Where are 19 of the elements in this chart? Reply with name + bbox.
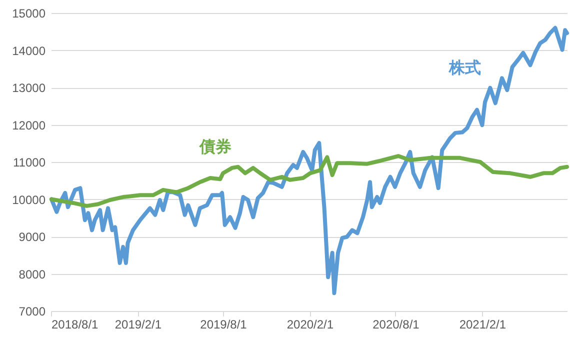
line-series <box>49 154 569 208</box>
line-series <box>49 26 569 296</box>
y-tick-label: 7000 <box>18 304 46 318</box>
series-label: 債券 <box>198 138 232 156</box>
y-tick-label: 8000 <box>18 267 46 282</box>
y-tick-label: 13000 <box>12 81 46 95</box>
x-tick-label: 2020/2/1 <box>286 318 334 332</box>
y-tick-label: 11000 <box>13 156 46 170</box>
x-tick-label: 2019/2/1 <box>114 318 162 332</box>
x-tick-label: 2019/8/1 <box>200 318 248 332</box>
series-label: 株式 <box>448 59 482 78</box>
y-tick-label: 15000 <box>12 6 46 20</box>
x-tick-label: 2018/8/1 <box>52 318 99 332</box>
y-tick-label: 10000 <box>12 192 46 207</box>
x-tick-label: 2021/2/1 <box>459 318 506 332</box>
y-tick-label: 9000 <box>18 230 46 244</box>
y-tick-label: 14000 <box>12 44 46 58</box>
x-tick-label: 2020/8/1 <box>372 318 420 332</box>
y-tick-label: 12000 <box>12 118 46 132</box>
